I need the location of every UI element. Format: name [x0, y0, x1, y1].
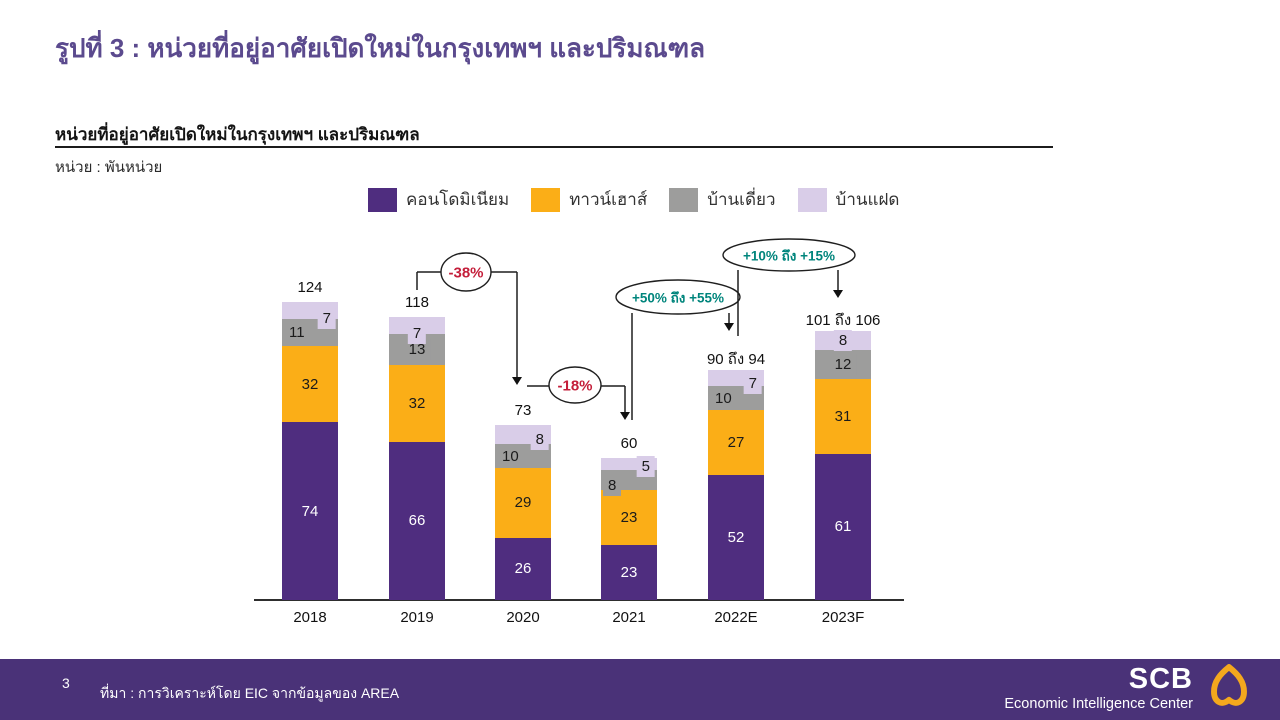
legend-item-semi-detached: บ้านแฝด	[797, 186, 900, 213]
bar-total-label: 118	[405, 293, 429, 311]
page-number: 3	[62, 675, 70, 691]
segment-value-label: 8	[530, 428, 549, 450]
segment-value-label: 8	[833, 330, 853, 352]
bar-segment	[815, 453, 871, 600]
bar-segment	[601, 544, 657, 600]
legend-swatch-semi-detached	[797, 187, 827, 212]
segment-value-label: 7	[317, 308, 336, 330]
legend-label-semi-detached: บ้านแฝด	[835, 190, 900, 209]
bar-segment	[495, 537, 551, 600]
segment-value-label: 10	[497, 445, 524, 467]
category-label: 2021	[612, 609, 646, 626]
bar-segment	[708, 410, 764, 476]
chart-title: หน่วยที่อยู่อาศัยเปิดใหม่ในกรุงเทพฯ และป…	[55, 125, 420, 144]
segment-value-label: 23	[620, 508, 638, 526]
bar-total-label: 90 ถึง 94	[706, 350, 766, 368]
legend-swatch-condominium	[368, 187, 397, 212]
legend-swatch-townhouse	[531, 187, 561, 212]
segment-value-label: 26	[514, 560, 532, 578]
bar-segment	[389, 364, 445, 442]
segment-value-label: 27	[727, 434, 745, 452]
segment-value-label: 13	[403, 338, 431, 360]
segment-value-label: 66	[408, 512, 426, 530]
bar-segment	[601, 489, 657, 545]
legend-label-townhouse: ทาวน์เฮาส์	[569, 190, 648, 209]
segment-value-label: 32	[301, 375, 319, 393]
segment-value-label: 12	[829, 354, 857, 376]
scb-brand-subtitle: Economic Intelligence Center	[1004, 695, 1193, 712]
bar-segment	[708, 475, 764, 600]
category-label: 2018	[293, 609, 327, 626]
legend-item-single-house: บ้านเดี่ยว	[669, 186, 776, 213]
segment-value-label: 52	[727, 529, 745, 547]
segment-value-label: 29	[514, 494, 532, 512]
legend-item-townhouse: ทาวน์เฮาส์	[531, 186, 647, 213]
segment-value-label: 31	[834, 407, 852, 425]
scb-leaf-icon	[1211, 664, 1247, 706]
bar-segment	[282, 422, 338, 600]
bar-total-label: 73	[514, 401, 532, 419]
unit-label: หน่วย : พันหน่วย	[55, 159, 163, 176]
segment-value-label: 32	[408, 394, 426, 412]
bar-total-label: 60	[620, 435, 638, 453]
legend-item-condominium: คอนโดมิเนียม	[368, 186, 509, 213]
legend-swatch-single-house	[669, 187, 699, 212]
category-label: 2019	[400, 609, 434, 626]
bar-total-label: 101 ถึง 106	[805, 312, 881, 330]
segment-value-label: 7	[407, 322, 427, 344]
chart-legend: คอนโดมิเนียม ทาวน์เฮาส์ บ้านเดี่ยว บ้านแ…	[368, 186, 899, 213]
segment-value-label: 10	[710, 387, 737, 409]
category-label: 2022E	[714, 609, 758, 626]
category-label: 2020	[506, 609, 540, 626]
page-title: รูปที่ 3 : หน่วยที่อยู่อาศัยเปิดใหม่ในกร…	[55, 33, 706, 63]
scb-brand-name: SCB	[1128, 662, 1193, 695]
segment-value-label: 7	[743, 372, 762, 394]
bar-segment	[282, 345, 338, 423]
bar-total-label: 124	[297, 279, 323, 297]
bar-segment	[495, 468, 551, 538]
scb-logo-text: SCB Economic Intelligence Center	[1004, 662, 1193, 712]
segment-value-label: 61	[834, 518, 852, 536]
segment-value-label: 5	[636, 455, 655, 477]
source-note: ที่มา : การวิเคราะห์โดย EIC จากข้อมูลของ…	[100, 685, 400, 701]
bar-segment	[815, 379, 871, 454]
legend-label-condominium: คอนโดมิเนียม	[406, 190, 510, 209]
segment-value-label: 8	[603, 474, 622, 496]
segment-value-label: 74	[301, 502, 319, 520]
segment-value-label: 23	[620, 563, 638, 581]
category-label: 2023F	[821, 609, 865, 626]
scb-logo: SCB Economic Intelligence Center	[1004, 663, 1252, 713]
header-divider	[55, 146, 1053, 148]
footer-bar: 3 ที่มา : การวิเคราะห์โดย EIC จากข้อมูลข…	[0, 659, 1280, 720]
x-axis-line	[254, 599, 904, 601]
segment-value-label: 11	[284, 321, 310, 343]
legend-label-single-house: บ้านเดี่ยว	[707, 190, 776, 209]
bar-segment	[389, 441, 445, 600]
